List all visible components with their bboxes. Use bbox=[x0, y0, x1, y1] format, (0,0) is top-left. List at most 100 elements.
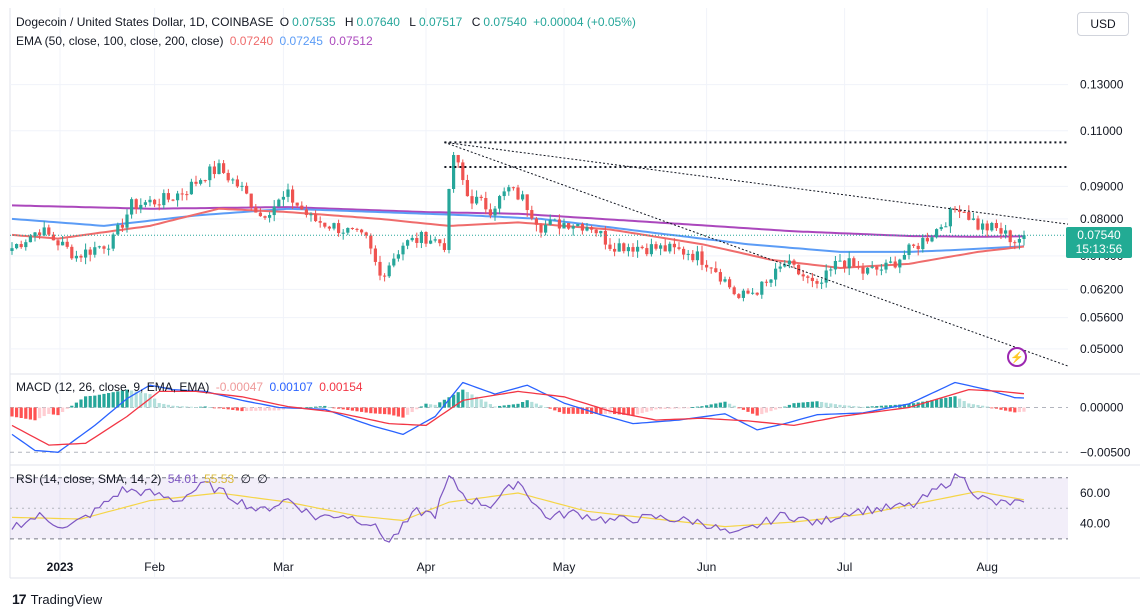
close-label: C bbox=[471, 15, 481, 29]
macd-histogram-bar bbox=[194, 407, 198, 408]
candle-body bbox=[755, 292, 759, 295]
macd-histogram-bar bbox=[318, 406, 322, 408]
candle-body bbox=[125, 214, 129, 228]
candle-body bbox=[84, 249, 88, 258]
macd-histogram-bar bbox=[774, 407, 778, 410]
macd-tick-label: −0.00500 bbox=[1080, 445, 1131, 459]
macd-histogram-bar bbox=[594, 407, 598, 414]
macd-histogram-bar bbox=[544, 406, 548, 408]
macd-histogram-bar bbox=[258, 407, 262, 411]
candle-body bbox=[990, 222, 994, 231]
tradingview-logo[interactable]: 17 TradingView bbox=[12, 591, 102, 607]
macd-histogram-bar bbox=[967, 403, 971, 408]
rsi-legend[interactable]: RSI (14, close, SMA, 14, 2) 54.01 55.53 … bbox=[16, 472, 271, 486]
macd-histogram-bar bbox=[925, 400, 929, 408]
candle-body bbox=[424, 231, 428, 244]
currency-button[interactable]: USD bbox=[1077, 12, 1129, 36]
candle-body bbox=[525, 194, 529, 211]
macd-histogram-bar bbox=[571, 407, 575, 414]
macd-histogram-bar bbox=[990, 407, 994, 409]
candle-body bbox=[452, 155, 456, 189]
macd-histogram-bar bbox=[810, 401, 814, 408]
macd-histogram-bar bbox=[240, 407, 244, 412]
macd-label: MACD (12, 26, close, 9, EMA, EMA) bbox=[16, 380, 210, 394]
macd-histogram-bar bbox=[406, 407, 410, 415]
macd-histogram-bar bbox=[314, 406, 318, 408]
candle-body bbox=[838, 260, 842, 262]
trend-line bbox=[444, 141, 1069, 367]
candle-body bbox=[774, 268, 778, 280]
candle-body bbox=[208, 166, 212, 181]
macd-histogram-bar bbox=[728, 403, 732, 408]
time-tick-label: Aug bbox=[977, 560, 998, 574]
candle-body bbox=[107, 248, 111, 250]
macd-histogram-bar bbox=[935, 399, 939, 408]
macd-histogram-bar bbox=[217, 407, 221, 409]
macd-histogram-bar bbox=[38, 407, 42, 419]
candle-body bbox=[751, 292, 755, 294]
macd-histogram-bar bbox=[249, 407, 253, 411]
macd-histogram-bar bbox=[755, 407, 759, 416]
macd-histogram-bar bbox=[281, 407, 285, 410]
macd-histogram-bar bbox=[884, 405, 888, 408]
candle-body bbox=[645, 248, 649, 255]
macd-histogram-bar bbox=[580, 407, 584, 414]
candle-body bbox=[309, 214, 313, 216]
candle-body bbox=[521, 194, 525, 200]
macd-histogram-bar bbox=[613, 407, 617, 415]
candle-body bbox=[226, 172, 230, 181]
candle-body bbox=[898, 259, 902, 268]
macd-histogram-bar bbox=[475, 396, 479, 408]
candle-body bbox=[944, 226, 948, 228]
candle-body bbox=[153, 199, 157, 205]
macd-histogram-bar bbox=[626, 407, 630, 416]
candle-body bbox=[176, 193, 180, 201]
candle-body bbox=[557, 219, 561, 229]
macd-histogram-bar bbox=[534, 403, 538, 408]
macd-histogram-bar bbox=[981, 405, 985, 408]
macd-histogram-bar bbox=[180, 406, 184, 408]
candle-body bbox=[976, 218, 980, 230]
macd-histogram-bar bbox=[695, 406, 699, 408]
candle-body bbox=[672, 243, 676, 248]
candle-body bbox=[571, 226, 575, 229]
candle-body bbox=[429, 240, 433, 244]
candle-body bbox=[1013, 242, 1017, 244]
macd-histogram-bar bbox=[838, 404, 842, 408]
tradingview-brand: TradingView bbox=[30, 591, 103, 607]
candle-body bbox=[590, 227, 594, 230]
candle-body bbox=[659, 245, 663, 249]
candle-body bbox=[801, 274, 805, 277]
macd-histogram-bar bbox=[116, 391, 120, 408]
macd-histogram-bar bbox=[502, 405, 506, 408]
macd-legend[interactable]: MACD (12, 26, close, 9, EMA, EMA) -0.000… bbox=[16, 380, 366, 394]
candle-body bbox=[116, 224, 120, 235]
flash-icon[interactable]: ⚡ bbox=[1007, 347, 1027, 367]
macd-histogram-bar bbox=[521, 402, 525, 408]
macd-histogram-bar bbox=[622, 407, 626, 415]
macd-histogram-bar bbox=[677, 407, 681, 409]
candle-body bbox=[360, 229, 364, 233]
candle-body bbox=[387, 265, 391, 277]
candle-body bbox=[852, 258, 856, 267]
candle-body bbox=[157, 204, 161, 206]
ema-legend[interactable]: EMA (50, close, 100, close, 200, close) … bbox=[16, 34, 376, 48]
macd-histogram-bar bbox=[277, 407, 281, 411]
macd-histogram-bar bbox=[65, 407, 69, 409]
macd-histogram-bar bbox=[705, 405, 709, 408]
symbol-line[interactable]: Dogecoin / United States Dollar, 1D, COI… bbox=[16, 15, 274, 29]
macd-histogram-bar bbox=[15, 407, 19, 418]
macd-line bbox=[11, 381, 1025, 453]
candle-body bbox=[406, 240, 410, 246]
macd-histogram-bar bbox=[1008, 407, 1012, 412]
macd-histogram-bar bbox=[438, 402, 442, 408]
macd-histogram-bar bbox=[948, 397, 952, 408]
candle-body bbox=[760, 281, 764, 295]
macd-histogram-bar bbox=[401, 407, 405, 418]
ema-label: EMA (50, close, 100, close, 200, close) bbox=[16, 34, 224, 48]
candle-body bbox=[70, 246, 74, 259]
macd-histogram-bar bbox=[387, 407, 391, 415]
candle-body bbox=[608, 244, 612, 249]
